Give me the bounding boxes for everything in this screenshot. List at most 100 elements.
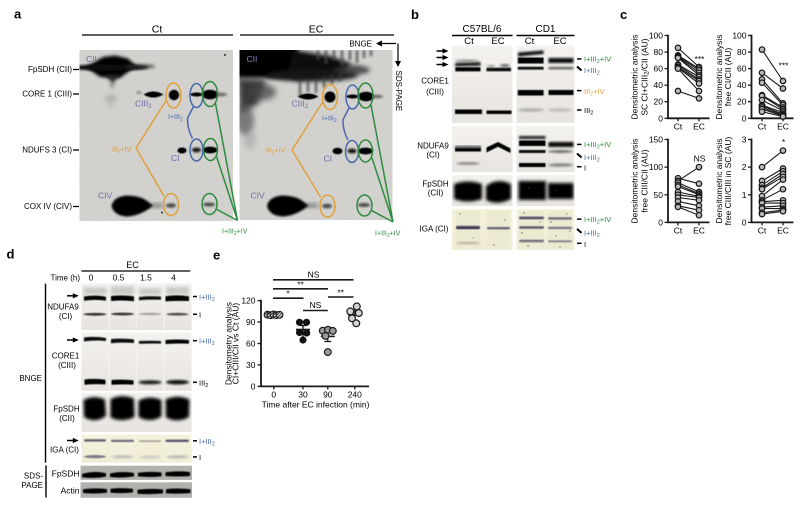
svg-text:CI+CIII/CII vs Ct (AU): CI+CIII/CII vs Ct (AU) — [231, 303, 241, 385]
svg-text:I+III2: I+III2 — [584, 66, 600, 77]
svg-text:*: * — [286, 289, 290, 299]
svg-text:Ct: Ct — [758, 225, 767, 235]
svg-text:Actin: Actin — [61, 486, 80, 496]
svg-text:Ct: Ct — [525, 36, 535, 47]
svg-text:I: I — [199, 453, 201, 462]
svg-text:0.5: 0.5 — [113, 273, 125, 283]
svg-text:CIV: CIV — [98, 191, 113, 201]
svg-text:80: 80 — [737, 47, 747, 57]
svg-text:(CII): (CII) — [59, 414, 75, 423]
svg-text:free CIII/CIII in SC (AU): free CIII/CIII in SC (AU) — [723, 136, 733, 225]
svg-text:I+III2: I+III2 — [584, 153, 600, 164]
svg-text:90: 90 — [246, 317, 256, 327]
svg-text:50: 50 — [654, 190, 664, 200]
svg-text:III2: III2 — [584, 106, 593, 117]
svg-text:FpSDH: FpSDH — [52, 469, 80, 479]
svg-text:*: * — [782, 137, 786, 147]
svg-text:0: 0 — [742, 217, 747, 227]
svg-text:I+III2: I+III2 — [322, 116, 337, 125]
svg-text:Ct: Ct — [152, 24, 163, 36]
svg-text:***: *** — [695, 54, 706, 64]
svg-text:100: 100 — [732, 31, 746, 41]
svg-text:Densitometric analysis: Densitometric analysis — [630, 138, 640, 223]
svg-text:I+III2: I+III2 — [199, 437, 215, 448]
svg-text:I: I — [584, 240, 586, 249]
svg-text:NS: NS — [694, 154, 706, 164]
svg-text:I+III2+IV: I+III2+IV — [584, 55, 611, 65]
svg-text:Time after EC infection (min): Time after EC infection (min) — [262, 400, 370, 410]
svg-text:PAGE: PAGE — [21, 481, 43, 490]
svg-text:I: I — [584, 163, 586, 172]
svg-text:2: 2 — [742, 162, 747, 172]
svg-text:**: ** — [297, 279, 304, 289]
svg-text:Densitometric analysis: Densitometric analysis — [714, 138, 724, 223]
svg-text:30: 30 — [246, 360, 256, 370]
svg-text:80: 80 — [654, 47, 664, 57]
svg-text:I: I — [199, 310, 201, 319]
svg-text:CORE1: CORE1 — [421, 77, 449, 86]
svg-text:(CI): (CI) — [59, 312, 73, 321]
svg-text:IGA (CI): IGA (CI) — [420, 225, 449, 234]
svg-text:(CI): (CI) — [426, 151, 440, 160]
svg-text:NDUFS 3 (CI): NDUFS 3 (CI) — [22, 146, 72, 155]
svg-text:CIII2: CIII2 — [135, 99, 152, 111]
svg-text:III2+IV: III2+IV — [112, 147, 132, 156]
svg-text:4: 4 — [171, 273, 176, 283]
svg-text:100: 100 — [649, 31, 663, 41]
svg-text:EC: EC — [693, 121, 705, 131]
svg-text:Densitometric analysis: Densitometric analysis — [714, 34, 724, 119]
svg-text:I+III2+IV: I+III2+IV — [584, 215, 611, 226]
svg-text:EC: EC — [777, 121, 789, 131]
svg-text:0: 0 — [742, 113, 747, 123]
svg-text:CI: CI — [324, 154, 333, 164]
svg-text:COX IV (CIV): COX IV (CIV) — [24, 202, 72, 211]
svg-text:(CII): (CII) — [428, 189, 444, 198]
svg-text:30: 30 — [298, 389, 308, 399]
svg-text:C57BL/6: C57BL/6 — [463, 24, 502, 35]
svg-text:CORE 1 (CIII): CORE 1 (CIII) — [22, 90, 72, 99]
svg-text:60: 60 — [654, 64, 664, 74]
svg-text:60: 60 — [737, 64, 747, 74]
svg-text:CD1: CD1 — [535, 24, 555, 35]
svg-text:I+III2+IV: I+III2+IV — [222, 229, 248, 238]
svg-text:I+III2: I+III2 — [199, 293, 215, 304]
svg-text:40: 40 — [737, 80, 747, 90]
svg-text:NDUFA9: NDUFA9 — [417, 142, 449, 151]
svg-text:CII: CII — [247, 54, 258, 64]
svg-text:120: 120 — [241, 296, 255, 306]
svg-text:III2+IV: III2+IV — [584, 87, 605, 98]
svg-text:Ct: Ct — [464, 36, 474, 47]
svg-text:100: 100 — [649, 162, 663, 172]
svg-text:d: d — [7, 247, 15, 262]
svg-text:1.5: 1.5 — [140, 273, 152, 283]
svg-text:60: 60 — [246, 339, 256, 349]
svg-text:20: 20 — [654, 97, 664, 107]
svg-text:III2+IV: III2+IV — [266, 148, 286, 157]
svg-text:III2: III2 — [199, 378, 208, 389]
svg-text:FpSDH: FpSDH — [53, 405, 79, 414]
svg-text:EC: EC — [491, 36, 504, 47]
svg-text:EC: EC — [126, 260, 139, 270]
svg-text:c: c — [620, 7, 627, 22]
svg-text:a: a — [14, 7, 22, 22]
svg-text:EC: EC — [693, 225, 705, 235]
svg-text:b: b — [411, 7, 419, 22]
svg-text:free CI/CII (AU): free CI/CII (AU) — [723, 48, 733, 107]
svg-text:NS: NS — [309, 300, 321, 310]
svg-text:e: e — [213, 248, 220, 263]
svg-text:SDS-: SDS- — [24, 472, 43, 481]
svg-text:0: 0 — [251, 381, 256, 391]
svg-text:0: 0 — [658, 217, 663, 227]
svg-text:EC: EC — [777, 225, 789, 235]
svg-text:I+III2: I+III2 — [168, 114, 183, 123]
svg-text:150: 150 — [649, 135, 663, 145]
svg-text:EC: EC — [309, 24, 324, 36]
svg-text:90: 90 — [323, 389, 333, 399]
svg-text:Densitometric analysis: Densitometric analysis — [630, 34, 640, 119]
svg-text:Ct: Ct — [674, 225, 683, 235]
svg-text:0: 0 — [89, 273, 94, 283]
svg-text:NS: NS — [308, 269, 320, 279]
svg-text:CIII2: CIII2 — [292, 99, 309, 111]
svg-text:NDUFA9: NDUFA9 — [47, 303, 79, 312]
svg-text:free CIII/CII (AU): free CIII/CII (AU) — [640, 149, 650, 212]
